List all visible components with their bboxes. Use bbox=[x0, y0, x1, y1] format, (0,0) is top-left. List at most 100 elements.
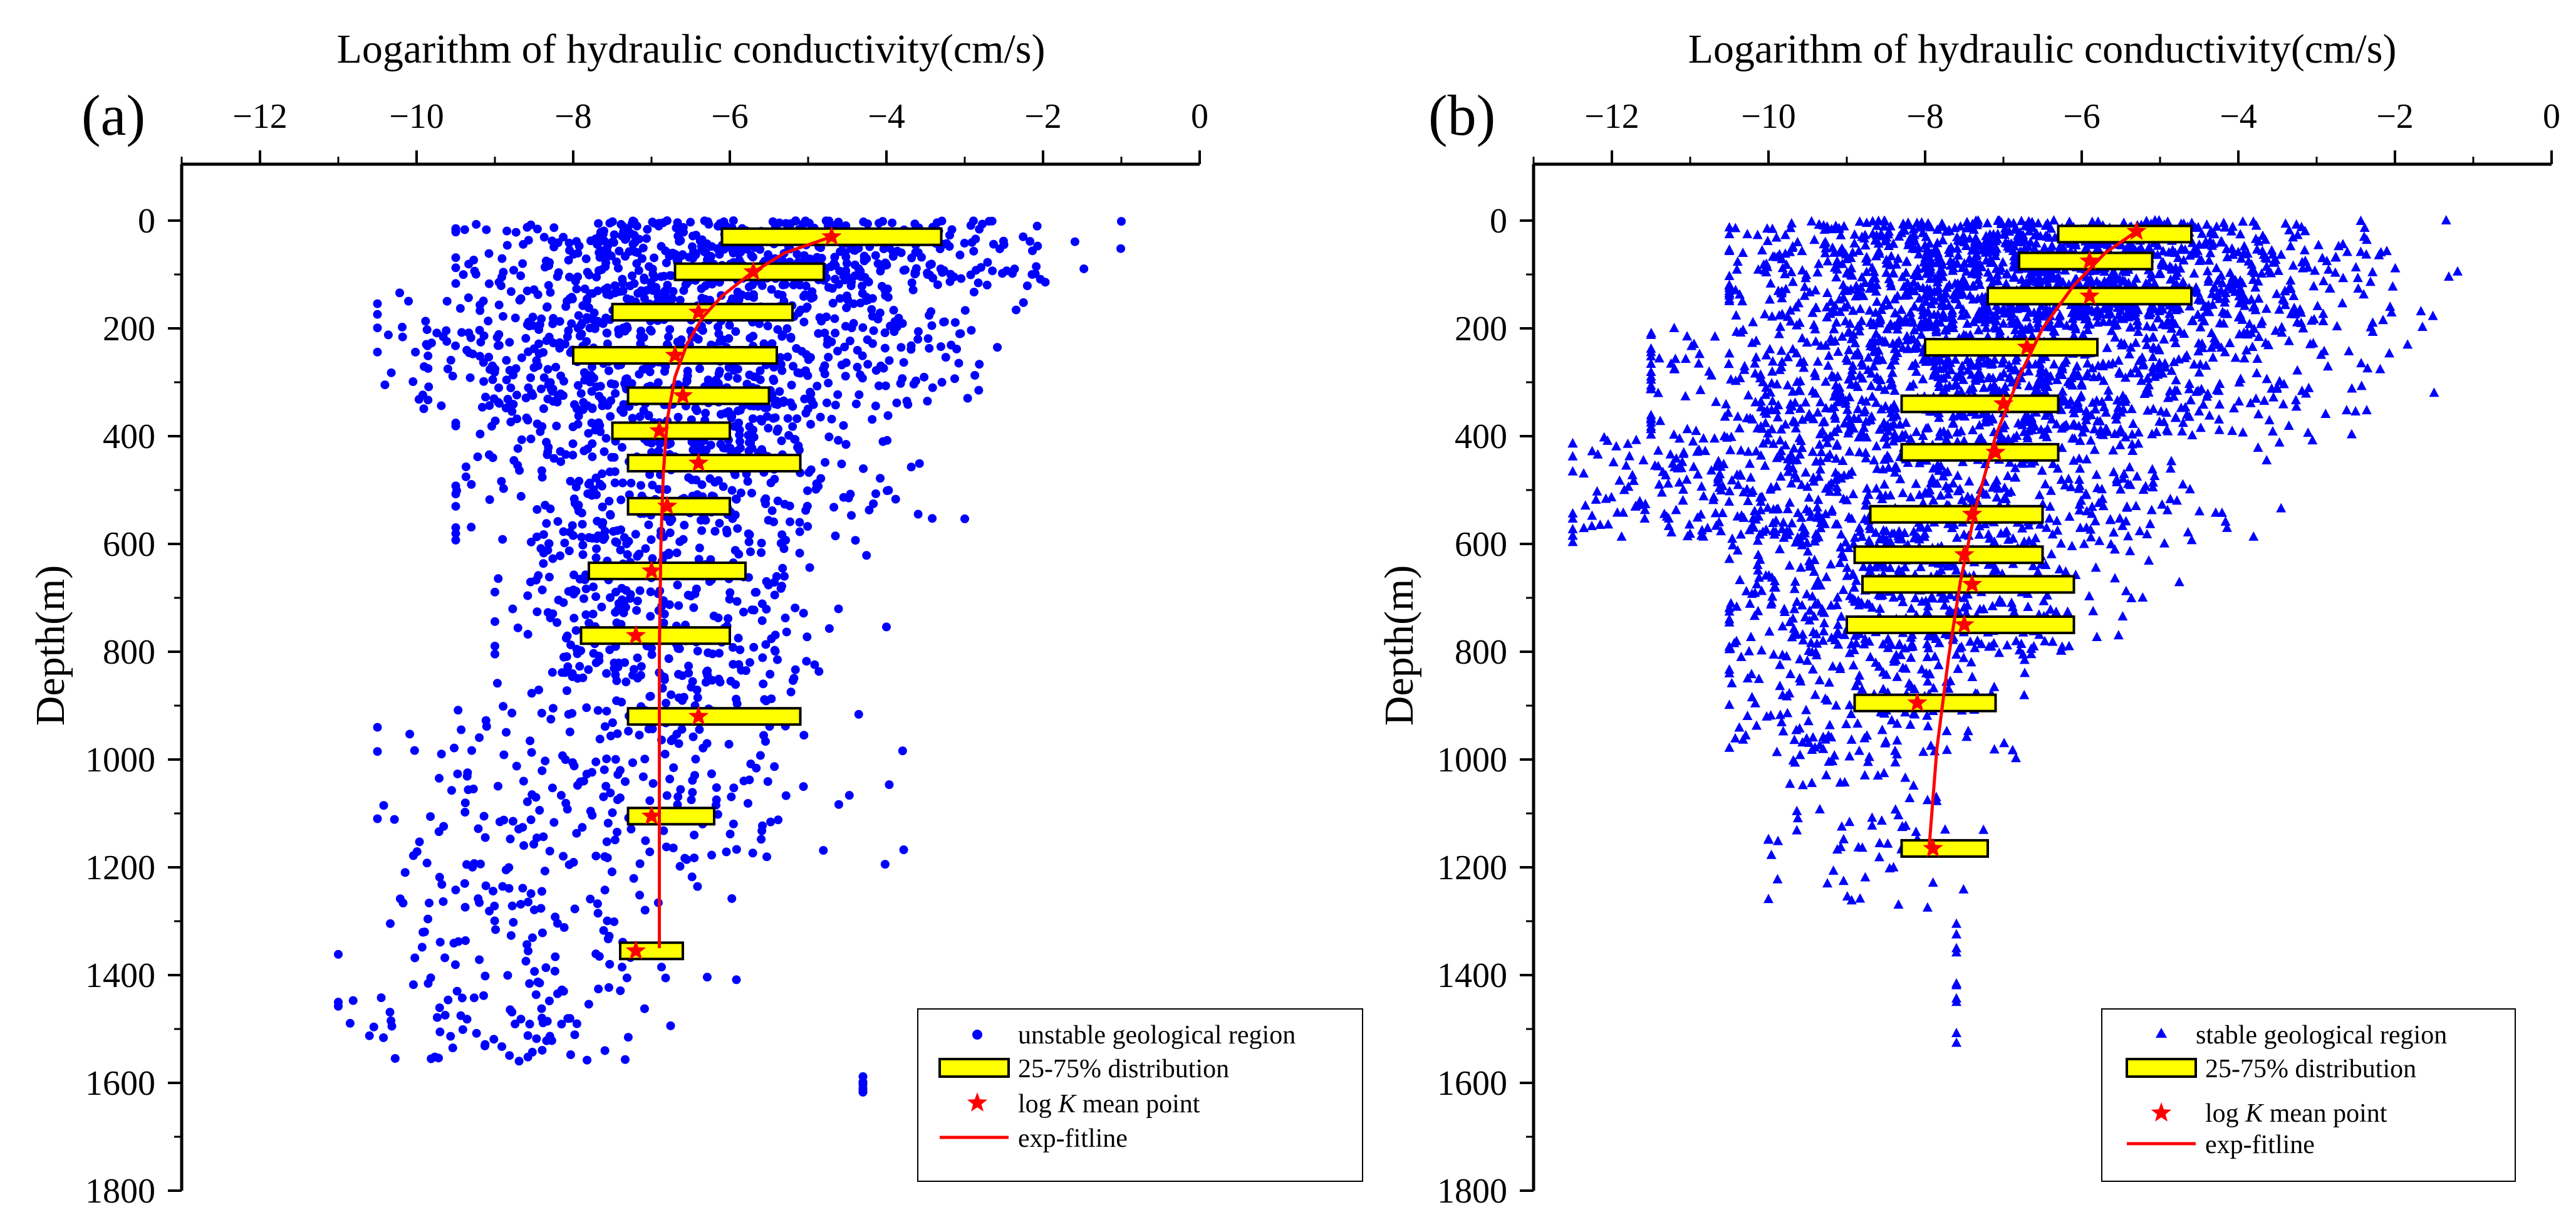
scatter-point bbox=[578, 823, 587, 832]
scatter-point bbox=[2023, 366, 2034, 376]
scatter-point bbox=[1847, 305, 1858, 315]
scatter-point bbox=[645, 847, 655, 857]
scatter-point bbox=[398, 332, 407, 342]
scatter-point bbox=[2209, 333, 2220, 343]
scatter-point bbox=[1945, 260, 1956, 270]
scatter-point bbox=[461, 472, 470, 481]
scatter-point bbox=[1724, 244, 1735, 254]
scatter-point bbox=[795, 518, 804, 527]
scatter-point bbox=[539, 559, 548, 568]
scatter-point bbox=[491, 587, 499, 597]
scatter-point bbox=[1948, 478, 1958, 488]
scatter-point bbox=[728, 643, 737, 652]
scatter-point bbox=[582, 313, 591, 322]
scatter-point bbox=[1871, 328, 1881, 338]
scatter-point bbox=[854, 264, 863, 273]
scatter-point bbox=[1861, 452, 1871, 462]
scatter-point bbox=[735, 256, 744, 265]
scatter-point bbox=[1847, 247, 1858, 257]
scatter-point bbox=[835, 294, 844, 303]
scatter-point bbox=[2263, 340, 2274, 350]
scatter-point bbox=[662, 842, 671, 852]
scatter-point bbox=[475, 352, 484, 361]
scatter-point bbox=[536, 904, 546, 913]
scatter-point bbox=[2361, 249, 2372, 259]
scatter-point bbox=[1592, 449, 1603, 459]
panel-a-legend-mean-label: log K mean point bbox=[1018, 1090, 1200, 1119]
scatter-point bbox=[644, 520, 653, 530]
scatter-point bbox=[553, 397, 562, 407]
scatter-point bbox=[607, 867, 616, 877]
scatter-point bbox=[1815, 464, 1826, 474]
scatter-point bbox=[553, 919, 562, 928]
scatter-point bbox=[593, 909, 603, 918]
scatter-point bbox=[584, 429, 593, 438]
scatter-point bbox=[569, 570, 579, 580]
scatter-point bbox=[498, 311, 507, 321]
scatter-point bbox=[2211, 263, 2222, 273]
scatter-point bbox=[620, 533, 629, 542]
scatter-point bbox=[833, 347, 842, 356]
scatter-point bbox=[2227, 426, 2238, 436]
scatter-point bbox=[484, 316, 493, 326]
scatter-point bbox=[1836, 389, 1846, 399]
scatter-point bbox=[515, 466, 524, 475]
scatter-point bbox=[1765, 343, 1775, 353]
scatter-point bbox=[1646, 424, 1656, 434]
scatter-point bbox=[1580, 500, 1591, 510]
scatter-point bbox=[573, 419, 583, 429]
scatter-point bbox=[545, 1031, 554, 1041]
panel-a-chart: (a) Logarithm of hydraulic conductivity(… bbox=[28, 26, 1363, 1211]
scatter-point bbox=[2166, 323, 2177, 333]
scatter-point bbox=[678, 671, 687, 681]
scatter-point bbox=[491, 925, 501, 934]
mean-point bbox=[821, 226, 842, 246]
scatter-point bbox=[2217, 306, 2228, 316]
scatter-point bbox=[597, 265, 606, 274]
scatter-point bbox=[1795, 357, 1805, 367]
scatter-point bbox=[1723, 358, 1734, 368]
scatter-point bbox=[616, 495, 626, 504]
scatter-point bbox=[460, 902, 470, 912]
scatter-point bbox=[824, 352, 833, 362]
y-tick-label: 600 bbox=[103, 525, 155, 564]
scatter-point bbox=[491, 642, 499, 651]
scatter-point bbox=[539, 373, 549, 382]
scatter-point bbox=[549, 338, 558, 348]
scatter-point bbox=[647, 535, 656, 545]
scatter-point bbox=[2008, 246, 2018, 256]
scatter-point bbox=[936, 264, 945, 274]
scatter-point bbox=[573, 272, 583, 281]
scatter-point bbox=[1864, 305, 1875, 315]
mean-point bbox=[641, 560, 662, 580]
scatter-point bbox=[987, 216, 997, 226]
scatter-point bbox=[773, 325, 782, 334]
scatter-point bbox=[1921, 423, 1931, 433]
scatter-point bbox=[1869, 455, 1879, 465]
scatter-point bbox=[2242, 248, 2253, 258]
scatter-point bbox=[603, 283, 612, 293]
scatter-point bbox=[467, 479, 476, 489]
scatter-point bbox=[749, 642, 759, 652]
scatter-point bbox=[527, 748, 536, 757]
scatter-point bbox=[1971, 409, 1981, 419]
scatter-point bbox=[1033, 241, 1042, 251]
scatter-point bbox=[497, 1042, 507, 1052]
scatter-point bbox=[764, 250, 773, 259]
scatter-point bbox=[1791, 348, 1802, 358]
scatter-point bbox=[728, 295, 737, 304]
scatter-point bbox=[1966, 360, 1977, 370]
mean-point bbox=[649, 420, 670, 440]
scatter-point bbox=[849, 299, 858, 308]
scatter-point bbox=[1856, 357, 1867, 367]
scatter-point bbox=[558, 985, 567, 995]
scatter-point bbox=[2301, 388, 2312, 398]
scatter-point bbox=[2276, 249, 2287, 259]
scatter-point bbox=[2016, 216, 2027, 226]
scatter-point bbox=[1935, 490, 1946, 500]
scatter-point bbox=[647, 439, 657, 448]
scatter-point bbox=[538, 1045, 547, 1055]
scatter-point bbox=[1865, 338, 1876, 348]
scatter-point bbox=[1914, 293, 1925, 303]
scatter-point bbox=[1996, 218, 2007, 228]
